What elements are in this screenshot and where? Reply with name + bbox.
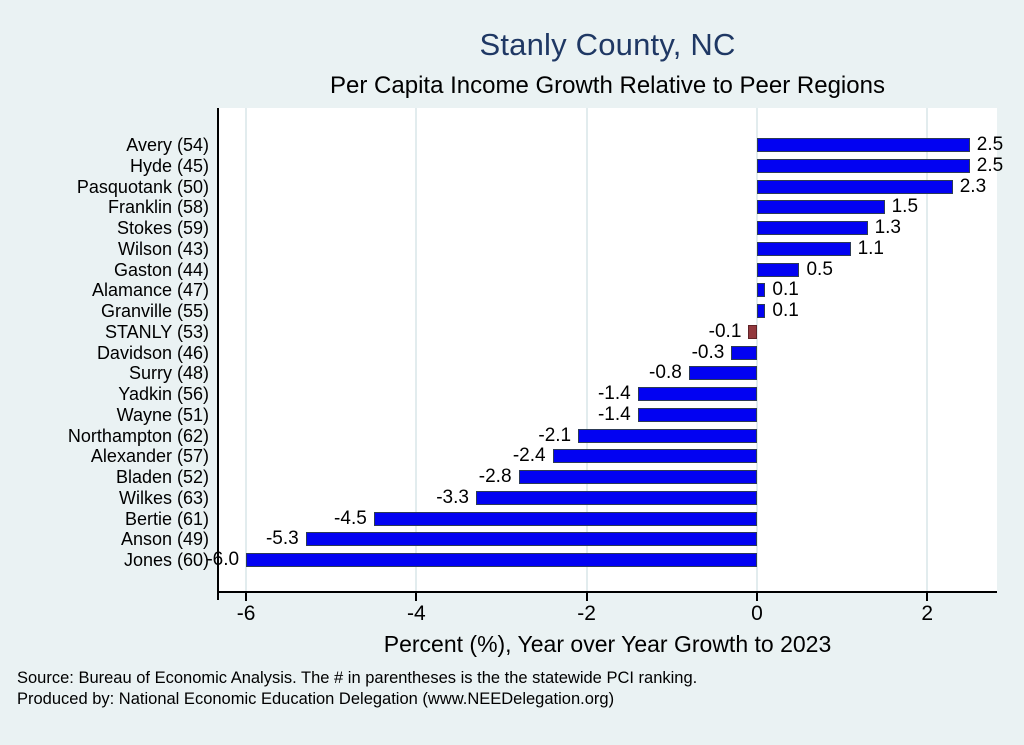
category-label: Davidson (46) <box>96 342 209 363</box>
bar-value-label: 2.5 <box>976 134 1004 155</box>
category-label: Alexander (57) <box>90 446 209 467</box>
bar-value-label: 0.1 <box>772 300 799 321</box>
category-label: Northampton (62) <box>67 425 209 446</box>
chart-subtitle: Per Capita Income Growth Relative to Pee… <box>330 72 885 99</box>
bar <box>578 428 757 443</box>
x-tick <box>415 593 418 601</box>
bar-value-label: -2.8 <box>478 466 512 487</box>
x-tick <box>926 593 929 601</box>
category-label: Jones (60) <box>123 550 209 570</box>
bar <box>688 366 757 381</box>
category-label: Gaston (44) <box>113 259 209 280</box>
bar-value-label: -2.4 <box>512 445 546 467</box>
x-tick-label: -4 <box>407 602 426 625</box>
bar-value-label: -1.4 <box>597 383 631 404</box>
gridline <box>755 108 758 591</box>
bar <box>373 511 757 526</box>
bar-value-label: -1.4 <box>597 403 631 425</box>
bar-value-label: 1.3 <box>874 217 901 238</box>
bar <box>246 553 757 567</box>
bar-value-label: -0.1 <box>708 320 742 342</box>
gridline <box>926 108 929 591</box>
x-tick <box>585 593 588 601</box>
category-label: Bertie (61) <box>124 508 209 529</box>
bar <box>756 221 868 235</box>
category-label: Avery (54) <box>126 135 209 155</box>
gridline <box>415 108 418 591</box>
bar <box>756 200 885 215</box>
bar <box>305 532 757 547</box>
bar <box>637 407 757 422</box>
category-label: Surry (48) <box>128 363 209 384</box>
bar <box>475 490 757 505</box>
bar-value-label: -5.3 <box>265 528 299 550</box>
chart-title: Stanly County, NC <box>479 27 736 62</box>
bar-value-label: 1.5 <box>891 196 919 218</box>
bar-value-label: -0.8 <box>649 362 682 384</box>
y-axis-line <box>217 108 219 600</box>
x-tick-label: 0 <box>751 602 763 625</box>
bar-value-label: 1.1 <box>857 237 884 259</box>
bar <box>756 241 851 256</box>
category-label: Wayne (51) <box>116 404 209 425</box>
bar-value-label: 2.5 <box>976 154 1004 176</box>
bar <box>756 304 766 318</box>
bar-value-label: -6.0 <box>206 549 240 570</box>
bar <box>756 158 970 173</box>
bar <box>756 138 970 152</box>
bar-value-label: -0.3 <box>691 341 725 363</box>
source-note-block: Source: Bureau of Economic Analysis. The… <box>17 668 697 710</box>
category-label: Yadkin (56) <box>118 384 209 404</box>
x-tick <box>755 593 758 601</box>
bar <box>756 262 800 277</box>
bar <box>756 179 953 194</box>
x-tick-label: -6 <box>236 602 256 625</box>
source-line: Source: Bureau of Economic Analysis. The… <box>17 669 698 687</box>
bar-value-label: -3.3 <box>436 486 469 508</box>
bar <box>731 345 757 360</box>
bar-value-label: 2.3 <box>959 175 987 197</box>
category-label: Pasquotank (50) <box>76 176 209 197</box>
bar <box>552 449 757 464</box>
gridline <box>585 108 588 591</box>
category-label: Wilson (43) <box>117 238 209 259</box>
bar-value-label: 0.5 <box>806 258 833 280</box>
bar-value-label: -4.5 <box>334 507 367 529</box>
x-tick <box>245 593 248 601</box>
category-label: STANLY (53) <box>104 321 209 342</box>
bar <box>518 470 757 484</box>
category-label: Stokes (59) <box>116 218 209 238</box>
category-label: Wilkes (63) <box>118 487 209 508</box>
bar-value-label: -2.1 <box>538 424 572 446</box>
bar-value-label: 0.1 <box>772 279 799 301</box>
x-tick-label: -2 <box>577 602 596 625</box>
category-label: Franklin (58) <box>107 197 209 218</box>
category-label: Anson (49) <box>120 529 209 550</box>
produced-by-line: Produced by: National Economic Education… <box>17 690 615 708</box>
category-label: Granville (55) <box>100 301 209 321</box>
x-axis-title: Percent (%), Year over Year Growth to 20… <box>383 631 832 657</box>
bar <box>756 283 766 298</box>
category-label: Hyde (45) <box>129 155 209 176</box>
gridline <box>245 108 248 591</box>
bar <box>637 387 757 401</box>
category-label: Bladen (52) <box>115 467 209 487</box>
category-label: Alamance (47) <box>91 280 209 301</box>
x-axis-line <box>217 591 997 593</box>
x-tick-label: 2 <box>921 602 934 625</box>
bar-highlight-stanly <box>748 324 757 339</box>
